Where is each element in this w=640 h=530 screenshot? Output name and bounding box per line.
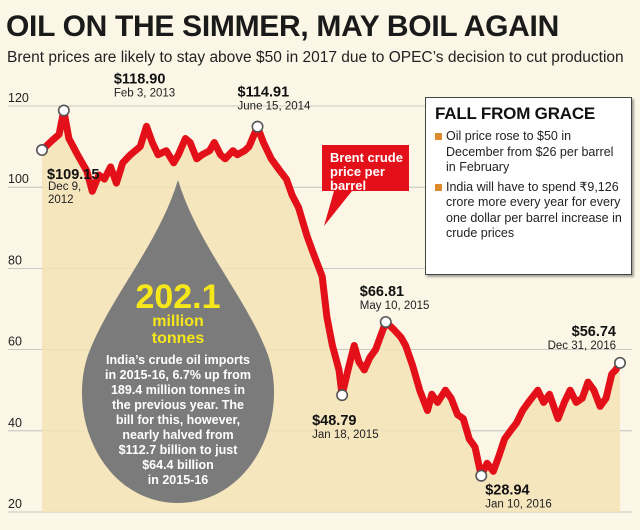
y-tick-label: 20 [8, 497, 22, 511]
import-description-line: the previous year. The [112, 398, 244, 412]
callout-label: price per [330, 164, 385, 179]
annotation-date: Dec 31, 2016 [548, 340, 616, 352]
oil-drop-shape [81, 180, 275, 503]
callout-label: barrel [330, 178, 366, 193]
square-bullet-icon [435, 183, 442, 191]
annotation-date: Jan 18, 2015 [312, 429, 379, 441]
import-description-line: 189.4 million tonnes in [111, 383, 245, 397]
import-description-line: in 2015-16, 6.7% up from [105, 368, 251, 382]
import-description-line: $112.7 billion to just [119, 443, 239, 457]
peak-marker [35, 144, 48, 157]
import-volume-unit: million [152, 313, 204, 330]
peak-marker [379, 315, 392, 328]
annotation-value: $56.74 [572, 324, 616, 340]
annotation-date: June 15, 2014 [238, 101, 312, 113]
y-tick-label: 100 [8, 172, 29, 186]
info-item: Oil price rose to $50 in December from $… [435, 129, 623, 176]
info-box-heading: FALL FROM GRACE [435, 104, 596, 123]
import-description-line: in 2015-16 [148, 473, 209, 487]
annotation-date: Jan 10, 2016 [485, 499, 552, 511]
import-volume-unit: tonnes [152, 330, 205, 347]
annotation-value: $118.90 [114, 71, 166, 87]
annotation-value: $114.91 [238, 85, 290, 101]
info-item: India will have to spend ₹9,126 crore mo… [435, 180, 623, 242]
import-volume-number: 202.1 [135, 278, 220, 316]
y-tick-label: 60 [8, 335, 22, 349]
import-description-line: nearly halved from [122, 428, 233, 442]
annotation-date: Feb 3, 2013 [114, 87, 175, 99]
series-layer [38, 107, 624, 480]
callout-label: Brent crude [330, 150, 403, 165]
annotation-value: $28.94 [485, 483, 529, 499]
chart-subtitle: Brent prices are likely to stay above $5… [7, 49, 624, 66]
import-description-line: bill for this, however, [116, 413, 240, 427]
y-tick-label: 80 [8, 253, 22, 267]
marker-layer [35, 104, 626, 482]
info-item-text: Oil price rose to $50 in December from $… [446, 129, 614, 174]
peak-marker [57, 104, 70, 117]
annotation-date: Dec 9, [48, 181, 81, 193]
square-bullet-icon [435, 133, 442, 140]
brent-price-line [38, 107, 624, 480]
import-description-line: $64.4 billion [142, 458, 214, 472]
peak-marker [475, 469, 488, 482]
peak-marker [251, 120, 264, 133]
callout-bubble [322, 145, 409, 226]
y-tick-label: 40 [8, 416, 22, 430]
info-box: FALL FROM GRACE Oil price rose to $50 in… [425, 97, 632, 275]
chart-title: OIL ON THE SIMMER, MAY BOIL AGAIN [6, 10, 559, 43]
annotation-value: $48.79 [312, 413, 356, 429]
annotation-date: 2012 [48, 194, 74, 206]
peak-marker [336, 389, 349, 402]
import-description-line: India’s crude oil imports [106, 353, 250, 367]
info-item-text: India will have to spend ₹9,126 crore mo… [446, 179, 622, 241]
annotation-date: May 10, 2015 [360, 300, 430, 312]
y-tick-label: 120 [8, 91, 29, 105]
peak-marker [613, 356, 626, 369]
annotation-value: $109.15 [47, 167, 99, 183]
annotation-value: $66.81 [360, 284, 404, 300]
